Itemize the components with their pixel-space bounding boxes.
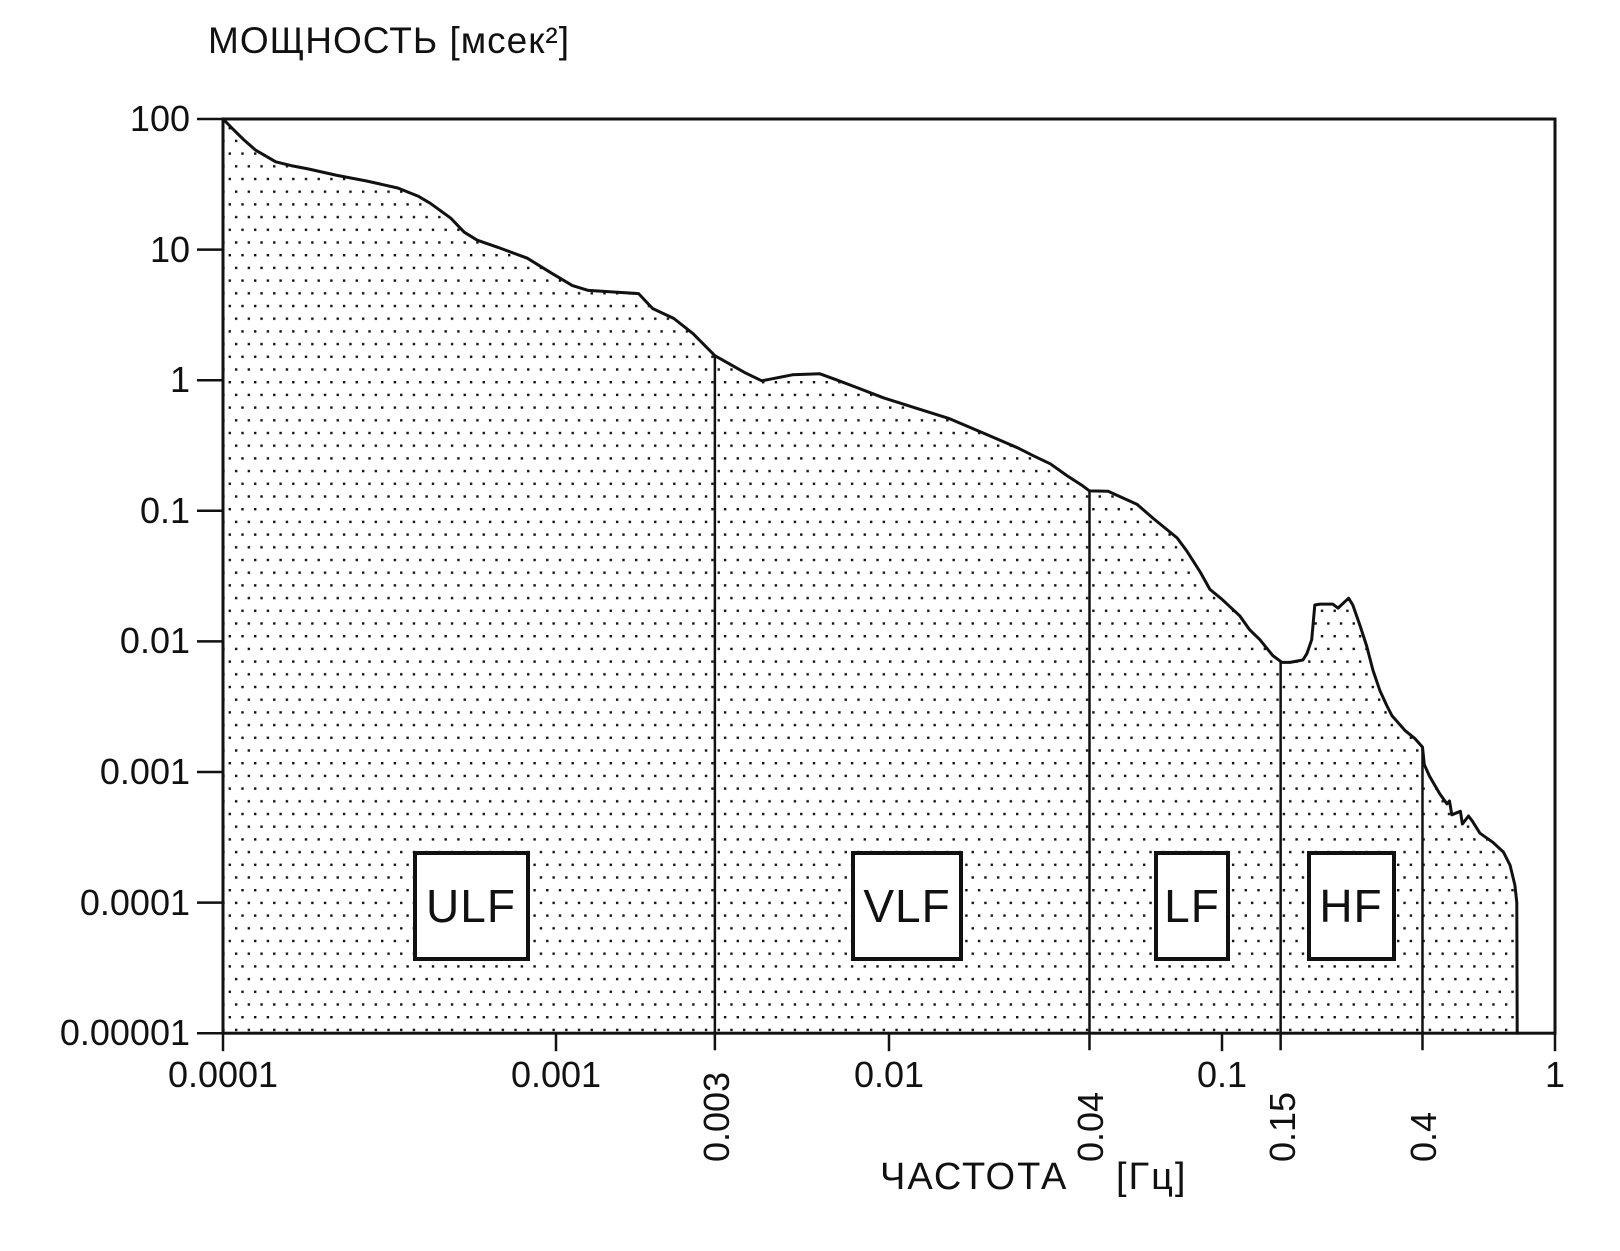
chart-title: МОЩНОСТЬ [мсек²] [208,20,571,61]
y-tick-label-10: 10 [149,228,190,270]
x-tick-label-0.1: 0.1 [1196,1054,1248,1095]
spectrum-area [223,119,1518,1034]
y-tick-label-0.00001: 0.00001 [59,1012,190,1054]
x-tick-label-0.01: 0.01 [853,1054,925,1095]
band-box-LF: LF [1154,851,1230,961]
y-tick-label-0.1: 0.1 [139,489,190,531]
x-axis-unit: [Гц] [1116,1156,1188,1198]
band-box-VLF: VLF [851,851,963,961]
x-tick-label-0.0001: 0.0001 [167,1054,279,1095]
y-tick-label-0.001: 0.001 [99,751,190,792]
x-tick-label-rotated-0.003: 0.003 [695,1071,737,1162]
y-tick-label-100: 100 [129,98,190,139]
band-box-HF: HF [1306,851,1396,961]
x-tick-label-1: 1 [1544,1054,1566,1095]
x-axis-label: ЧАСТОТА [880,1156,1069,1198]
y-tick-label-0.0001: 0.0001 [79,881,190,923]
band-box-ULF: ULF [412,851,530,961]
x-tick-label-rotated-0.4: 0.4 [1403,1111,1445,1162]
y-tick-label-0.01: 0.01 [119,620,190,662]
x-tick-label-rotated-0.04: 0.04 [1070,1091,1112,1162]
x-tick-label-0.001: 0.001 [510,1054,602,1095]
spectrum-curve [221,117,1519,1035]
y-tick-label-1: 1 [169,359,190,401]
x-tick-label-rotated-0.15: 0.15 [1261,1091,1303,1162]
